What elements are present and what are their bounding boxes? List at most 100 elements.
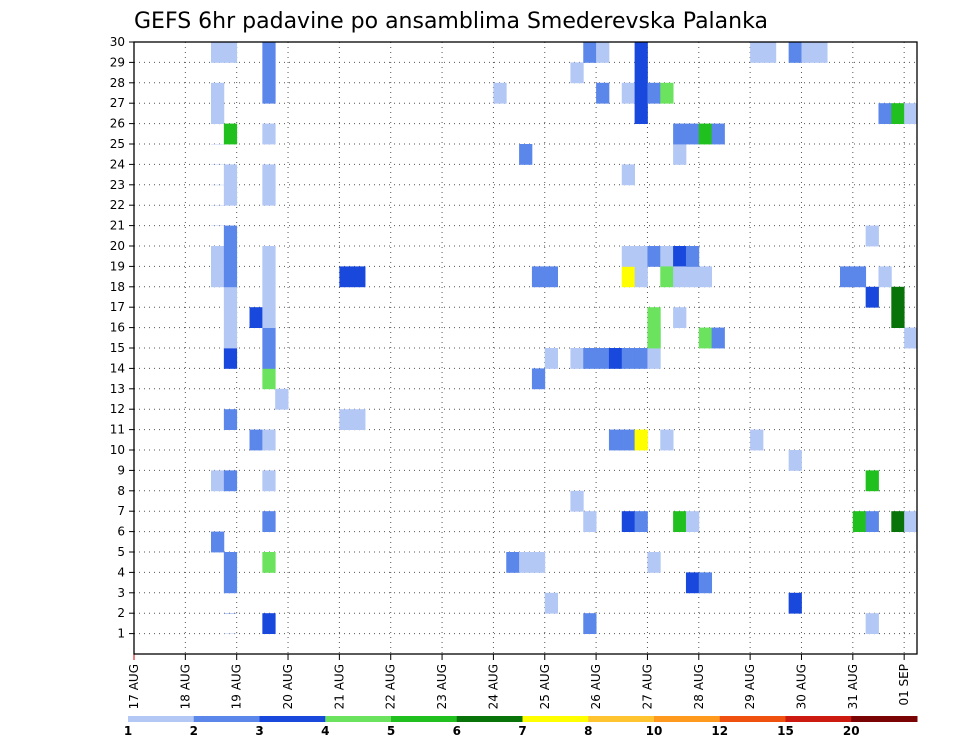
x-tick-label: 19 AUG <box>230 664 244 709</box>
heatmap-cell <box>223 409 238 430</box>
heatmap-cell <box>788 42 802 63</box>
heatmap-cell <box>223 164 238 186</box>
heatmap-cell <box>583 511 597 532</box>
x-tick-label: 27 AUG <box>640 664 654 709</box>
heatmap-cell <box>608 348 623 369</box>
heatmap-cell <box>647 552 661 573</box>
heatmap-cell <box>262 307 276 328</box>
chart-title: GEFS 6hr padavine po ansamblima Smederev… <box>134 9 768 34</box>
heatmap-cell <box>647 82 661 104</box>
heatmap-cell <box>262 552 276 573</box>
colorbar-label: 6 <box>453 724 461 738</box>
heatmap-cell <box>788 450 802 471</box>
heatmap-cell <box>544 348 558 369</box>
y-tick-label: 21 <box>110 219 125 233</box>
colorbar-swatch <box>851 716 918 722</box>
x-tick-label: 17 AUG <box>127 664 141 709</box>
y-tick-label: 30 <box>110 35 125 49</box>
heatmap-cell <box>904 103 918 124</box>
y-tick-label: 16 <box>110 321 125 335</box>
x-tick-label: 28 AUG <box>692 664 706 709</box>
y-axis-ticks: 1234567891011121314151617181920212223242… <box>110 35 134 641</box>
heatmap-cell <box>223 327 238 349</box>
x-tick-label: 29 AUG <box>743 664 757 709</box>
heatmap-cell <box>865 286 879 308</box>
heatmap-cell <box>262 511 276 532</box>
y-tick-label: 20 <box>110 239 125 253</box>
heatmap-cell <box>711 327 725 349</box>
heatmap-cell <box>570 62 584 84</box>
colorbar-label: 3 <box>255 724 263 738</box>
heatmap-cell <box>621 348 636 369</box>
colorbar-swatch <box>785 716 852 722</box>
heatmap-cell <box>531 552 546 573</box>
heatmap-cell <box>519 144 533 165</box>
heatmap-cell <box>673 266 687 288</box>
heatmap-cell <box>262 429 276 451</box>
heatmap-cell <box>544 592 558 614</box>
heatmap-cell <box>634 348 648 369</box>
heatmap-cell <box>698 327 713 349</box>
heatmap-cell <box>544 266 558 288</box>
x-axis-ticks: 17 AUG 18 AUG 19 AUG 20 AUG 21 AUG 22 AUG 23 A… <box>127 654 911 709</box>
heatmap-cell <box>249 307 263 328</box>
heatmap-cell <box>211 42 225 63</box>
y-tick-label: 11 <box>110 423 125 437</box>
y-tick-label: 8 <box>117 484 125 498</box>
heatmap-cell <box>352 409 366 430</box>
heatmap-cell <box>621 164 636 186</box>
y-tick-label: 4 <box>117 565 125 579</box>
heatmap-cell <box>211 470 225 492</box>
heatmap-cell <box>506 552 520 573</box>
heatmap-cell <box>211 246 225 267</box>
y-tick-label: 6 <box>117 525 125 539</box>
colorbar-label: 5 <box>387 724 395 738</box>
y-tick-label: 28 <box>110 76 125 90</box>
colorbar-label: 7 <box>518 724 526 738</box>
heatmap-cell <box>223 286 238 308</box>
heatmap-cell <box>262 246 276 288</box>
colorbar-label: 8 <box>584 724 592 738</box>
heatmap-cell <box>660 82 674 104</box>
heatmap-cell <box>660 246 674 267</box>
heatmap-cell <box>634 429 648 451</box>
x-tick-label: 24 AUG <box>486 664 500 709</box>
colorbar-label: 1 <box>124 724 132 738</box>
heatmap-cell <box>685 511 700 532</box>
heatmap-cell <box>904 327 918 349</box>
heatmap-cell <box>634 82 648 124</box>
heatmap-cell <box>878 103 892 124</box>
heatmap-cell <box>223 42 238 63</box>
heatmap-cell <box>223 123 238 145</box>
heatmap-cell <box>621 82 636 104</box>
heatmap-cell <box>596 82 610 104</box>
heatmap-cell <box>262 368 276 390</box>
colorbar-swatch <box>259 716 326 722</box>
heatmap-cell <box>570 348 584 369</box>
x-tick-label: 20 AUG <box>281 664 295 709</box>
heatmap-cell <box>865 613 879 634</box>
heatmap-cell <box>634 511 648 532</box>
x-tick-label: 22 AUG <box>384 664 398 709</box>
colorbar-label: 10 <box>646 724 663 738</box>
y-tick-label: 3 <box>117 586 125 600</box>
heatmap-cell <box>570 490 584 512</box>
heatmap-cell <box>647 307 661 349</box>
y-tick-label: 17 <box>110 300 125 314</box>
heatmap-cell <box>223 348 238 369</box>
heatmap-cell <box>891 286 905 328</box>
heatmap-cell <box>493 82 507 104</box>
plot-frame <box>133 41 918 655</box>
heatmap-cell <box>673 246 687 267</box>
heatmap-cell <box>339 409 353 430</box>
y-tick-label: 5 <box>117 545 125 559</box>
y-tick-label: 10 <box>110 443 125 457</box>
heatmap-cell <box>249 429 263 451</box>
heatmap-cell <box>596 348 610 369</box>
heatmap-cell <box>275 388 289 410</box>
heatmap-cell <box>634 246 648 267</box>
heatmap-cell <box>223 470 238 492</box>
heatmap-cell <box>685 123 700 145</box>
x-tick-label: 31 AUG <box>846 664 860 709</box>
